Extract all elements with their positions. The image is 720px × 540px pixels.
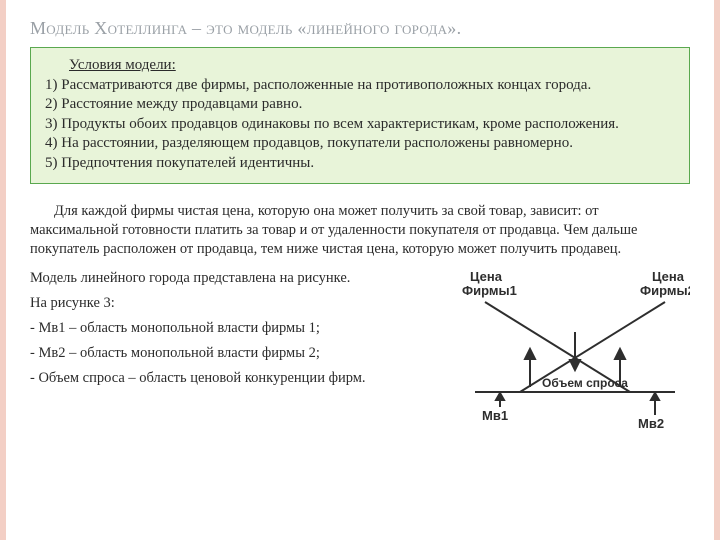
conditions-box: Условия модели: 1) Рассматриваются две ф… [30,47,690,184]
arrow-down-head [570,360,580,370]
bullet-item: - Объем спроса – область ценовой конкуре… [30,367,452,390]
label-mb2: Мв2 [638,416,664,431]
mb2-arrow-head [651,393,659,400]
label-price2a: Цена [652,269,685,284]
chart-svg: Цена Фирмы1 Цена Фирмы2 Объем [460,267,690,432]
label-price2b: Фирмы2 [640,283,690,298]
mb1-arrow-head [496,393,504,400]
arrow-up-1-head [525,349,535,359]
slide: Модель Хотеллинга – это модель «линейног… [0,0,720,540]
condition-item: 5) Предпочтения покупателей идентичны. [45,155,314,171]
figure-heading: На рисунке 3: [30,292,452,315]
bullet-item: - Мв2 – область монопольной власти фирмы… [30,342,452,365]
main-paragraph: Для каждой фирмы чистая цена, которую он… [30,202,690,259]
label-demand: Объем спроса [542,376,628,390]
condition-item: 2) Расстояние между продавцами равно. [45,96,302,112]
bullet-item: - Мв1 – область монопольной власти фирмы… [30,317,452,340]
figure-caption: Модель линейного города представлена на … [30,267,452,290]
conditions-heading: Условия модели: [69,56,176,76]
slide-title: Модель Хотеллинга – это модель «линейног… [30,18,690,39]
label-price1a: Цена [470,269,503,284]
linear-city-chart: Цена Фирмы1 Цена Фирмы2 Объем [460,267,690,432]
arrow-up-2-head [615,349,625,359]
condition-item: 3) Продукты обоих продавцов одинаковы по… [45,116,619,132]
left-column: Модель линейного города представлена на … [30,267,452,432]
lower-section: Модель линейного города представлена на … [30,267,690,432]
label-price1b: Фирмы1 [462,283,517,298]
condition-item: 1) Рассматриваются две фирмы, расположен… [45,77,591,93]
label-mb1: Мв1 [482,408,508,423]
condition-item: 4) На расстоянии, разделяющем продавцов,… [45,135,573,151]
